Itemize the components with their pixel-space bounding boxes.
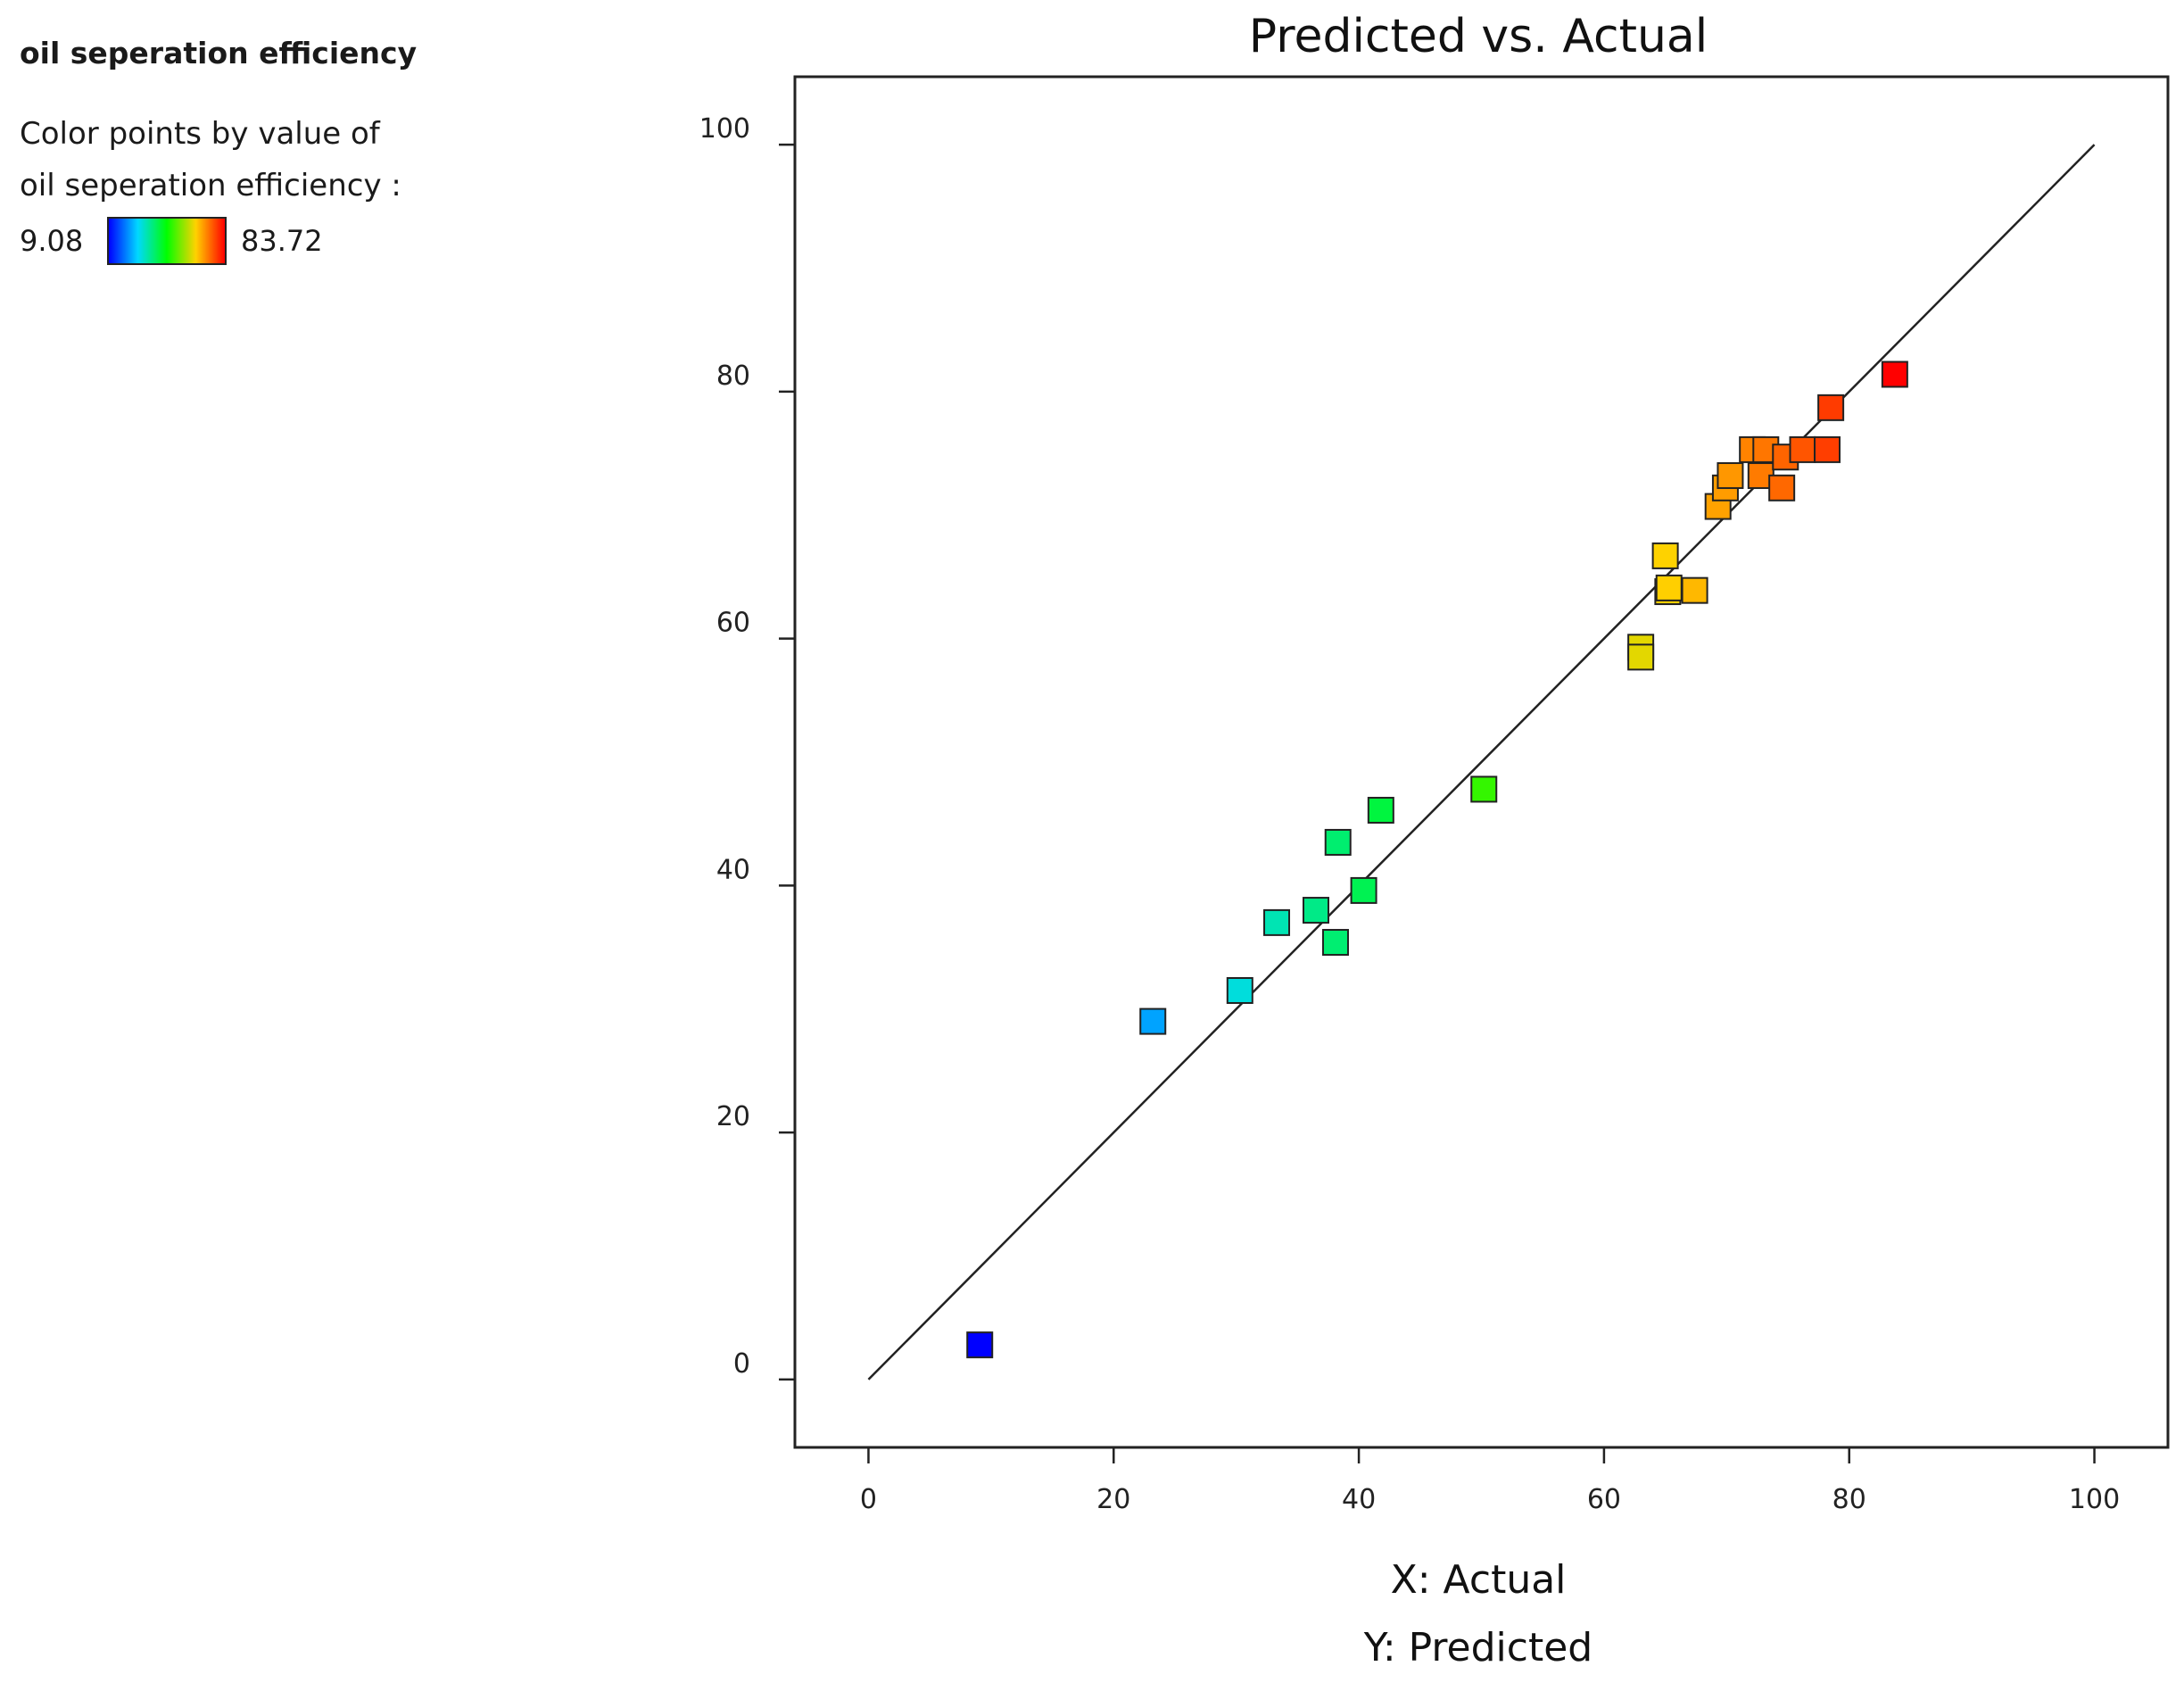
- y-tick-label: 80: [716, 361, 750, 392]
- data-point: [1367, 796, 1394, 824]
- data-point: [1470, 775, 1498, 803]
- data-point: [1768, 474, 1796, 501]
- color-scale: 9.08 83.72: [20, 217, 466, 265]
- color-scale-max: 83.72: [241, 224, 323, 258]
- data-point: [1651, 542, 1679, 569]
- x-tick-label: 60: [1587, 1484, 1621, 1515]
- data-points: [966, 361, 1908, 1359]
- x-tick-label: 0: [860, 1484, 877, 1515]
- data-point: [1324, 828, 1352, 856]
- y-tick-label: 0: [733, 1348, 750, 1380]
- chart-title: Predicted vs. Actual: [1249, 10, 1708, 63]
- data-point: [1681, 576, 1708, 604]
- legend-description-line2: oil seperation efficiency :: [20, 168, 401, 203]
- data-point: [1139, 1007, 1167, 1035]
- y-tick-label: 60: [716, 608, 750, 639]
- data-point: [966, 1331, 994, 1359]
- x-tick-label: 80: [1832, 1484, 1866, 1515]
- x-tick-label: 40: [1342, 1484, 1376, 1515]
- legend-description-line1: Color points by value of: [20, 116, 380, 152]
- data-point: [1717, 461, 1744, 489]
- data-point: [1789, 435, 1816, 463]
- y-axis-label: Y: Predicted: [1363, 1625, 1592, 1670]
- data-point: [1655, 574, 1683, 601]
- y-tick-label: 100: [699, 113, 750, 145]
- data-point: [1881, 361, 1908, 388]
- data-point: [1302, 897, 1329, 924]
- color-legend: oil seperation efficiency Color points b…: [20, 36, 466, 265]
- data-point: [1627, 643, 1655, 671]
- plot-frame: [793, 75, 2170, 1449]
- x-tick-label: 20: [1096, 1484, 1130, 1515]
- data-point: [1226, 977, 1253, 1004]
- data-point: [1263, 908, 1291, 936]
- x-axis-label: X: Actual: [1391, 1557, 1567, 1603]
- data-point: [1321, 929, 1349, 957]
- data-point: [1813, 435, 1841, 463]
- data-point: [1350, 876, 1377, 904]
- x-tick-label: 100: [2069, 1484, 2120, 1515]
- legend-title: oil seperation efficiency: [20, 36, 418, 70]
- y-tick-label: 40: [716, 854, 750, 885]
- color-scale-bar: [107, 217, 227, 265]
- color-scale-min: 9.08: [20, 224, 84, 258]
- axes: 0 20 40 60 80 100 0 20 40 60 80 100: [699, 113, 2120, 1515]
- reference-line: [867, 144, 2096, 1380]
- data-point: [1817, 394, 1845, 421]
- y-tick-label: 20: [716, 1101, 750, 1132]
